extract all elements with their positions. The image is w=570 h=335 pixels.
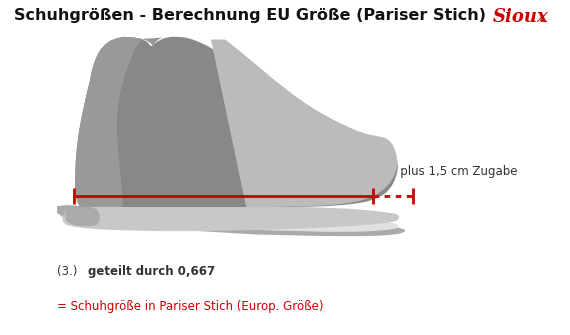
Polygon shape <box>75 37 141 207</box>
Polygon shape <box>211 40 397 207</box>
Polygon shape <box>66 208 399 232</box>
Polygon shape <box>141 38 162 49</box>
Polygon shape <box>57 205 405 236</box>
Text: (3.): (3.) <box>57 265 85 278</box>
Text: = Schuhgröße in Pariser Stich (Europ. Größe): = Schuhgröße in Pariser Stich (Europ. Gr… <box>57 300 324 313</box>
Text: .: . <box>539 11 544 25</box>
Text: (2.) plus 1,5 cm Zugabe: (2.) plus 1,5 cm Zugabe <box>376 164 518 178</box>
Text: geteilt durch 0,667: geteilt durch 0,667 <box>88 265 215 278</box>
Polygon shape <box>63 207 399 231</box>
Polygon shape <box>66 207 100 226</box>
Text: Sioux: Sioux <box>493 8 549 26</box>
Text: Schuhgrößen - Berechnung EU Größe (Pariser Stich): Schuhgrößen - Berechnung EU Größe (Paris… <box>14 8 486 23</box>
Text: (1.) Fußlänge in cm messen: (1.) Fußlänge in cm messen <box>80 164 244 178</box>
Polygon shape <box>75 37 398 207</box>
